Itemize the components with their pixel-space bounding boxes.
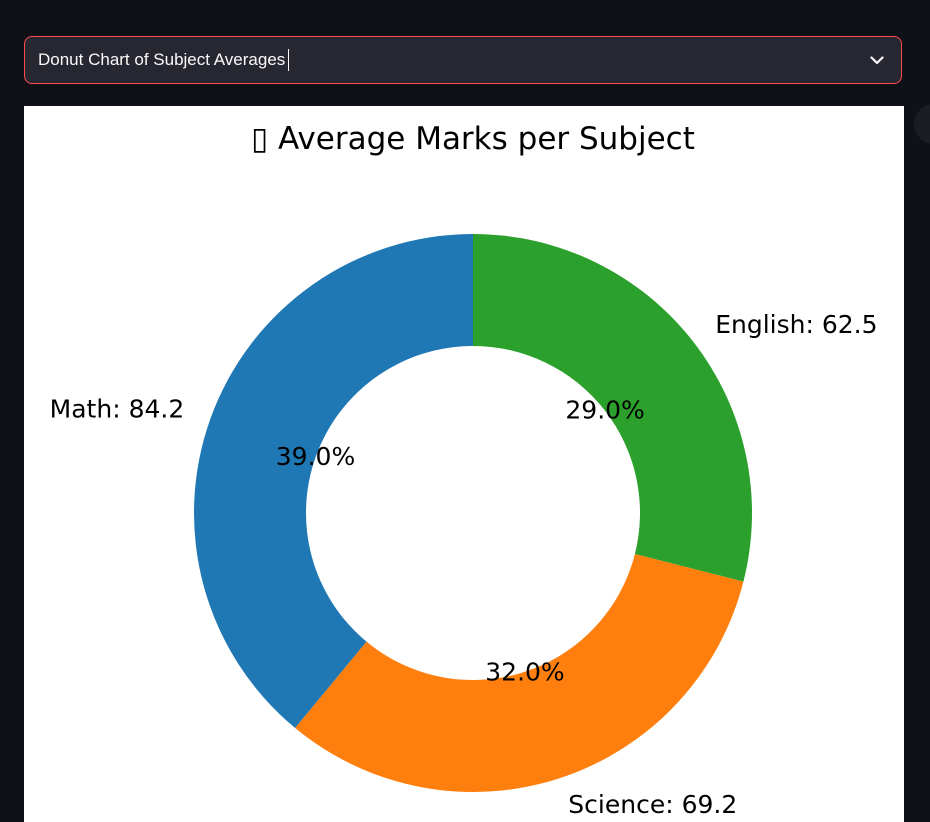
slice-pct-english: 29.0% bbox=[565, 396, 644, 425]
side-toolbar-button[interactable] bbox=[914, 104, 930, 144]
slice-pct-math: 39.0% bbox=[276, 442, 355, 471]
text-caret bbox=[288, 49, 290, 71]
donut-slice-science bbox=[295, 554, 744, 793]
select-value: Donut Chart of Subject Averages bbox=[38, 49, 867, 71]
slice-label-science: Science: 69.2 bbox=[568, 790, 737, 819]
slice-label-math: Math: 84.2 bbox=[50, 395, 185, 424]
donut-chart: ▯ Average Marks per Subject Math: 84.2 39… bbox=[50, 121, 878, 819]
chevron-down-icon[interactable] bbox=[867, 50, 887, 70]
chart-type-select[interactable]: Donut Chart of Subject Averages bbox=[24, 36, 902, 84]
select-value-text: Donut Chart of Subject Averages bbox=[38, 50, 286, 69]
slice-pct-science: 32.0% bbox=[485, 658, 564, 687]
donut-slice-math bbox=[194, 234, 473, 728]
chart-panel: ▯ Average Marks per Subject Math: 84.2 39… bbox=[24, 106, 904, 822]
slice-label-english: English: 62.5 bbox=[715, 310, 877, 339]
donut-slice-english bbox=[473, 234, 752, 582]
chart-title: ▯ Average Marks per Subject bbox=[251, 121, 695, 157]
